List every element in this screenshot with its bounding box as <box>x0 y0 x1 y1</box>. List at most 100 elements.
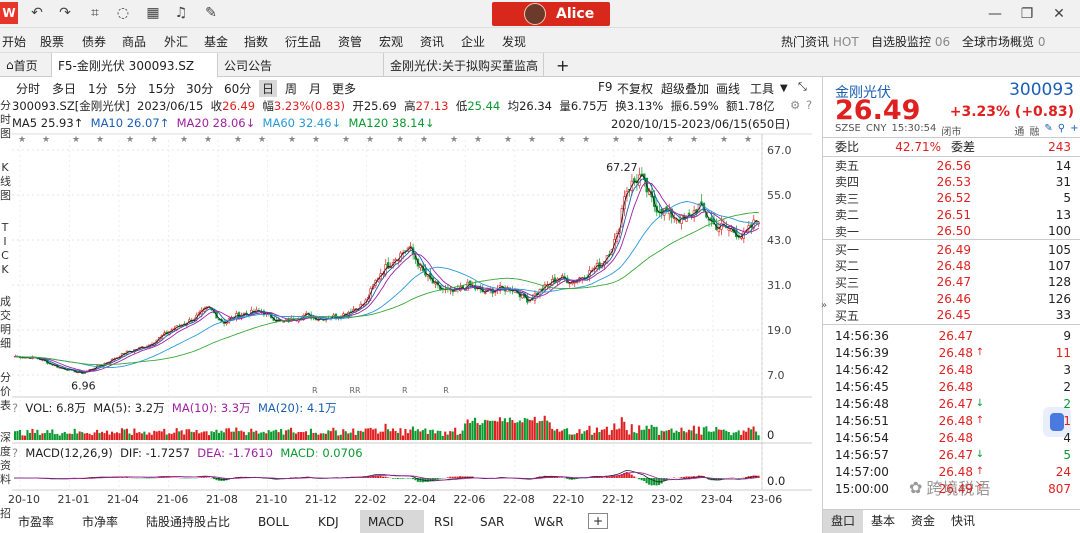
side-kline-3[interactable]: 图 <box>0 189 11 202</box>
tab-notice[interactable]: 公司公告 <box>218 53 384 77</box>
side-detail-2[interactable]: 交 <box>0 309 11 322</box>
btab-boll[interactable]: BOLL <box>258 514 289 529</box>
bell-icon[interactable]: ♫ <box>174 5 188 21</box>
settings-icon[interactable]: ⚙ <box>790 98 801 112</box>
tong-label[interactable]: 通 <box>1014 127 1025 138</box>
btab-hk-hold[interactable]: 陆股通持股占比 <box>146 515 231 529</box>
btab-pb[interactable]: 市净率 <box>82 515 119 529</box>
collapse-panel-icon[interactable]: » <box>821 300 828 311</box>
period-week[interactable]: 周 <box>285 82 298 96</box>
side-tick-3[interactable]: C <box>1 249 9 262</box>
side-intraday-3[interactable]: 图 <box>0 127 11 140</box>
tool-no-adjust[interactable]: 不复权 <box>617 82 654 96</box>
grid-icon[interactable]: ▦ <box>146 5 160 21</box>
period-day[interactable]: 日 <box>259 80 278 97</box>
add-tab-button[interactable]: + <box>556 55 570 75</box>
side-kline-2[interactable]: 线 <box>0 175 11 188</box>
minimize-icon[interactable]: — <box>988 6 1002 22</box>
event-star-icon: ★ <box>666 135 674 145</box>
menu-fund[interactable]: 基金 <box>204 35 229 49</box>
watch-monitor-link[interactable]: 自选股监控 06 <box>871 33 950 50</box>
kline-chart[interactable]: 67.0 55.0 43.0 31.0 19.0 7.0 20-10 21-01 21-04 21… <box>0 0 822 510</box>
restore-icon[interactable]: ❐ <box>1020 6 1034 22</box>
btab-pe[interactable]: 市盈率 <box>18 515 55 529</box>
side-data-2[interactable]: 度 <box>0 445 11 458</box>
side-detail-3[interactable]: 明 <box>0 323 11 336</box>
tool-overlay[interactable]: 超级叠加 <box>661 82 710 96</box>
expand-icon[interactable]: ⤡ <box>798 80 807 93</box>
tool-draw[interactable]: 画线 <box>716 82 741 96</box>
menu-stock[interactable]: 股票 <box>40 35 65 49</box>
menu-news[interactable]: 资讯 <box>420 35 445 49</box>
floating-assistant-button[interactable] <box>1043 407 1071 437</box>
side-tick-4[interactable]: K <box>1 263 9 276</box>
global-market-link[interactable]: 全球市场概览 0 <box>962 33 1045 50</box>
period-1min[interactable]: 1分 <box>88 82 108 96</box>
menu-index[interactable]: 指数 <box>244 35 269 49</box>
tool-f9[interactable]: F9 <box>598 80 613 94</box>
side-price-3[interactable]: 表 <box>0 399 11 412</box>
menu-start[interactable]: 开始 <box>2 35 27 49</box>
menu-fx[interactable]: 外汇 <box>164 35 189 49</box>
side-price-2[interactable]: 价 <box>0 385 11 398</box>
btab-sar[interactable]: SAR <box>480 514 505 529</box>
period-more[interactable]: 更多 <box>332 82 357 96</box>
menu-enterprise[interactable]: 企业 <box>461 35 486 49</box>
side-data-4[interactable]: 料 <box>0 473 11 486</box>
chat-icon[interactable]: ◌ <box>116 5 130 21</box>
close-icon[interactable]: ✕ <box>1053 6 1065 22</box>
period-30min[interactable]: 30分 <box>186 82 214 96</box>
btab-add[interactable]: + <box>588 513 608 529</box>
user-badge[interactable]: Alice <box>492 2 610 26</box>
back-icon[interactable]: ↶ <box>31 5 43 21</box>
btab-kdj[interactable]: KDJ <box>318 514 339 529</box>
side-data-1[interactable]: 深 <box>0 431 11 444</box>
side-detail-1[interactable]: 成 <box>0 295 11 308</box>
rong-label[interactable]: 融 <box>1029 127 1040 138</box>
period-60min[interactable]: 60分 <box>224 82 252 96</box>
hot-news-link[interactable]: 热门资讯 HOT <box>781 33 859 50</box>
rtab-fund[interactable]: 资金 <box>910 514 935 528</box>
side-intraday-2[interactable]: 时 <box>0 113 11 126</box>
tab-stock[interactable]: F5-金刚光伏 300093.SZ <box>52 53 218 77</box>
period-15min[interactable]: 15分 <box>148 82 176 96</box>
period-5min[interactable]: 5分 <box>117 82 137 96</box>
side-data-3[interactable]: 资 <box>0 459 11 472</box>
menu-bond[interactable]: 债券 <box>82 35 107 49</box>
date-range[interactable]: 2020/10/15-2023/06/15(650日) <box>611 117 791 131</box>
dropdown-icon[interactable]: ▼ <box>780 83 788 94</box>
menu-macro[interactable]: 宏观 <box>379 35 404 49</box>
notes-icon[interactable]: ✎ <box>205 5 217 21</box>
forward-icon[interactable]: ↷ <box>59 5 71 21</box>
plus-icon[interactable]: + <box>1070 123 1079 134</box>
menu-commodity[interactable]: 商品 <box>122 35 147 49</box>
tab-home[interactable]: ⌂ 首页 <box>0 53 52 77</box>
tab-news[interactable]: 金刚光伏:关于拟购买董监高 <box>384 53 544 77</box>
period-month[interactable]: 月 <box>309 82 322 96</box>
menu-derivatives[interactable]: 衍生品 <box>285 35 322 49</box>
menu-discover[interactable]: 发现 <box>502 35 527 49</box>
side-kline-1[interactable]: K <box>1 161 9 174</box>
btab-rsi[interactable]: RSI <box>434 514 454 529</box>
side-price-1[interactable]: 分 <box>0 371 11 384</box>
crop-icon[interactable]: ⌗ <box>91 5 99 21</box>
help-icon[interactable]: ? <box>806 98 813 112</box>
side-tick-2[interactable]: I <box>3 235 7 248</box>
link-icon[interactable]: ⚲ <box>1057 123 1066 134</box>
tool-tools[interactable]: 工具 <box>750 82 775 96</box>
period-multiday[interactable]: 多日 <box>52 82 77 96</box>
edit-icon[interactable]: ✎ <box>1044 123 1053 134</box>
menu-asset-mgmt[interactable]: 资管 <box>338 35 363 49</box>
side-intraday-1[interactable]: 分 <box>0 99 11 112</box>
side-detail-4[interactable]: 细 <box>0 337 11 350</box>
rtab-flash[interactable]: 快讯 <box>950 514 975 528</box>
vol-help[interactable]: ? <box>12 401 19 415</box>
btab-macd[interactable]: MACD <box>360 510 424 533</box>
side-tick-1[interactable]: T <box>1 221 9 234</box>
btab-wr[interactable]: W&R <box>534 514 564 529</box>
period-intraday[interactable]: 分时 <box>16 82 41 96</box>
rtab-basic[interactable]: 基本 <box>870 514 895 528</box>
rtab-orderbook[interactable]: 盘口 <box>823 510 863 533</box>
macd-help[interactable]: ? <box>12 446 19 460</box>
side-more[interactable]: 招 <box>0 507 11 520</box>
